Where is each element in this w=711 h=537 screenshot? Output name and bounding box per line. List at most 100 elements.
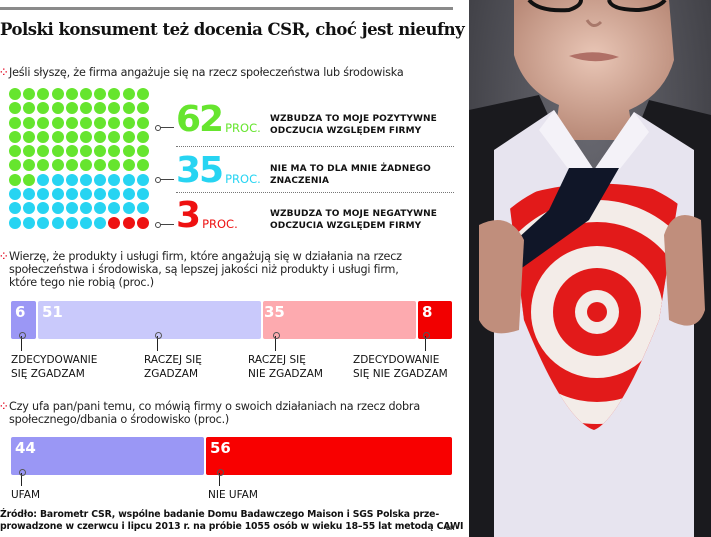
waffle-dot xyxy=(136,145,149,158)
label-line: ZDECYDOWANIE xyxy=(11,354,98,366)
stat-neutral-value: 35 xyxy=(176,150,224,191)
waffle-dot xyxy=(37,88,50,100)
waffle-dot xyxy=(79,116,92,129)
connector-35 xyxy=(155,177,174,183)
bullet-arrow-icon: ⁘ xyxy=(0,402,8,412)
stat-negative-unit: PROC. xyxy=(202,217,238,231)
waffle-dot xyxy=(51,173,64,186)
label-rather-disagree: RACZEJ SIĘ NIE ZGADZAM xyxy=(248,353,323,381)
waffle-dot xyxy=(79,173,92,186)
waffle-dot-grid xyxy=(9,88,154,231)
waffle-dot xyxy=(65,216,78,229)
stat-positive-desc-line2: ODCZUCIA WZGLĘDEM FIRMY xyxy=(270,126,422,136)
waffle-dot xyxy=(108,188,121,201)
stat-neutral-desc-line1: NIE MA TO DLA MNIE ŻADNEGO xyxy=(270,164,431,174)
waffle-dot xyxy=(136,116,149,129)
label-line: SIĘ ZGADZAM xyxy=(11,368,85,380)
stat-neutral-desc-line2: ZNACZENIA xyxy=(270,176,330,186)
waffle-dot xyxy=(23,102,36,115)
waffle-dot xyxy=(65,130,78,143)
waffle-dot xyxy=(94,145,107,158)
waffle-dot xyxy=(65,202,78,215)
photo-businessman-target-shirt xyxy=(469,0,711,537)
waffle-dot xyxy=(65,88,78,100)
waffle-dot xyxy=(122,88,135,100)
label-trust: UFAM xyxy=(11,489,41,501)
waffle-dot xyxy=(79,202,92,215)
waffle-dot xyxy=(9,159,21,172)
question-3-text: Czy ufa pan/pani temu, co mówią firmy o … xyxy=(9,400,420,426)
bar-strongly-agree-value: 6 xyxy=(15,303,26,321)
waffle-dot xyxy=(65,159,78,172)
waffle-dot xyxy=(122,116,135,129)
waffle-dot xyxy=(23,130,36,143)
question-2: ⁘ Wierzę, że produkty i usługi firm, któr… xyxy=(0,250,430,289)
businessman-target-illustration xyxy=(469,0,711,537)
stat-positive-value: 62 xyxy=(176,99,224,140)
stat-neutral-desc: NIE MA TO DLA MNIE ŻADNEGO ZNACZENIA xyxy=(270,163,431,187)
source-note: Źródło: Barometr CSR, wspólne badanie Do… xyxy=(0,509,464,533)
waffle-dot xyxy=(122,145,135,158)
waffle-dot xyxy=(108,130,121,143)
waffle-dot xyxy=(79,188,92,201)
source-line-2: prowadzone w czerwcu i lipcu 2013 r. na … xyxy=(0,521,464,532)
label-rather-agree: RACZEJ SIĘ ZGADZAM xyxy=(144,353,202,381)
tick-line xyxy=(217,469,224,486)
waffle-dot xyxy=(37,216,50,229)
stat-neutral: 35 PROC. xyxy=(176,150,261,191)
waffle-dot xyxy=(79,102,92,115)
waffle-dot xyxy=(136,88,149,100)
tick-line xyxy=(423,332,430,351)
waffle-dot xyxy=(51,102,64,115)
waffle-dot xyxy=(37,145,50,158)
waffle-dot xyxy=(9,216,21,229)
waffle-dot xyxy=(23,159,36,172)
waffle-dot xyxy=(23,145,36,158)
waffle-dot xyxy=(94,102,107,115)
waffle-dot xyxy=(108,159,121,172)
waffle-dot xyxy=(9,173,21,186)
waffle-dot xyxy=(51,145,64,158)
divider-dotted xyxy=(176,146,454,147)
waffle-dot xyxy=(9,145,21,158)
bar-trust: 44 xyxy=(11,437,204,475)
bar-rather-agree: 51 xyxy=(38,301,261,339)
stat-positive-desc-line1: WZBUDZA TO MOJE POZYTYWNE xyxy=(270,114,437,124)
bar-distrust: 56 xyxy=(206,437,452,475)
bullet-arrow-icon: ⁘ xyxy=(0,68,8,78)
waffle-dot xyxy=(37,188,50,201)
waffle-dot xyxy=(79,145,92,158)
waffle-dot xyxy=(65,102,78,115)
waffle-dot xyxy=(9,130,21,143)
waffle-dot xyxy=(122,188,135,201)
waffle-dot xyxy=(9,202,21,215)
source-line-1: Źródło: Barometr CSR, wspólne badanie Do… xyxy=(0,509,440,520)
stat-negative-value: 3 xyxy=(176,195,201,236)
waffle-dot xyxy=(65,173,78,186)
waffle-dot xyxy=(37,116,50,129)
connector-3 xyxy=(155,222,174,228)
waffle-dot xyxy=(79,130,92,143)
tick-line xyxy=(19,332,26,351)
waffle-dot xyxy=(79,216,92,229)
waffle-dot xyxy=(51,130,64,143)
connector-62 xyxy=(155,125,174,131)
waffle-dot xyxy=(94,216,107,229)
bar-rather-disagree-value: 35 xyxy=(264,303,285,321)
waffle-dot xyxy=(51,188,64,201)
question-1-text: Jeśli słyszę, że firma angażuje się na r… xyxy=(9,66,404,79)
waffle-dot xyxy=(37,102,50,115)
waffle-dot xyxy=(94,188,107,201)
stat-negative: 3 PROC. xyxy=(176,195,238,236)
label-strongly-agree: ZDECYDOWANIE SIĘ ZGADZAM xyxy=(11,353,97,381)
tick-line xyxy=(273,332,280,351)
waffle-dot xyxy=(65,145,78,158)
waffle-dot xyxy=(136,130,149,143)
chart-title: Polski konsument też docenia CSR, choć j… xyxy=(0,20,465,39)
waffle-dot xyxy=(9,116,21,129)
label-line: ZGADZAM xyxy=(144,368,199,380)
bar-rather-agree-value: 51 xyxy=(42,303,63,321)
waffle-dot xyxy=(23,188,36,201)
stat-neutral-unit: PROC. xyxy=(225,172,261,186)
waffle-dot xyxy=(94,116,107,129)
